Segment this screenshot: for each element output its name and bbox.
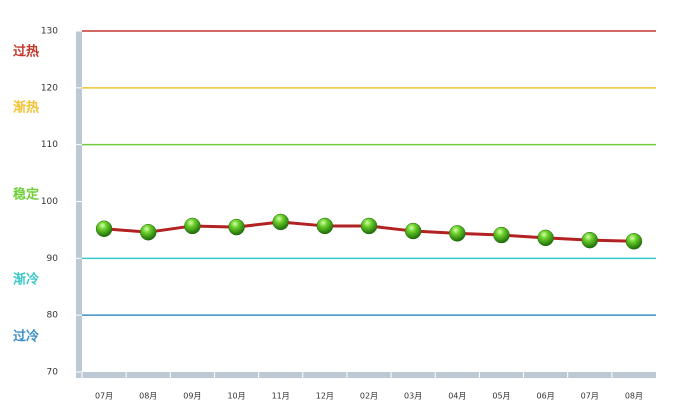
x-tick-label: 08月	[625, 392, 643, 401]
y-tick-label: 110	[41, 140, 58, 150]
y-tick-label: 100	[41, 197, 58, 207]
y-tick-label: 120	[41, 83, 58, 93]
zone-label: 过冷	[13, 329, 39, 345]
zone-label: 过热	[13, 44, 39, 60]
data-point	[184, 217, 201, 235]
y-axis-bar	[76, 31, 82, 378]
y-tick-label: 130	[41, 27, 58, 37]
y-tick-label: 80	[47, 311, 59, 321]
data-point	[404, 222, 422, 240]
x-tick-label: 02月	[360, 392, 378, 401]
x-tick-label: 07月	[581, 392, 599, 401]
zone-label: 渐冷	[13, 272, 39, 288]
data-point	[449, 225, 466, 242]
x-tick-label: 11月	[272, 392, 290, 401]
x-tick-label: 03月	[404, 392, 422, 401]
y-tick-label: 70	[47, 368, 59, 378]
data-point	[228, 218, 245, 236]
x-tick-label: 09月	[183, 392, 201, 401]
x-tick-label: 07月	[95, 392, 113, 401]
y-tick-label: 90	[47, 254, 59, 264]
data-point	[360, 217, 378, 235]
zone-label: 稳定	[13, 187, 39, 203]
data-point	[537, 229, 554, 247]
x-tick-label: 08月	[139, 392, 157, 401]
data-point	[316, 217, 334, 235]
x-axis-bar	[76, 372, 656, 378]
data-point	[95, 220, 113, 238]
x-tick-label: 06月	[537, 392, 555, 401]
data-point	[272, 213, 289, 231]
x-tick-label: 12月	[316, 392, 334, 401]
x-tick-label: 04月	[448, 392, 466, 401]
x-tick-label: 10月	[227, 392, 245, 401]
data-point	[625, 233, 643, 250]
zone-label: 渐热	[13, 100, 39, 116]
data-point	[493, 226, 510, 244]
x-tick-label: 05月	[492, 392, 510, 401]
data-point	[581, 231, 599, 249]
data-point	[139, 223, 157, 241]
